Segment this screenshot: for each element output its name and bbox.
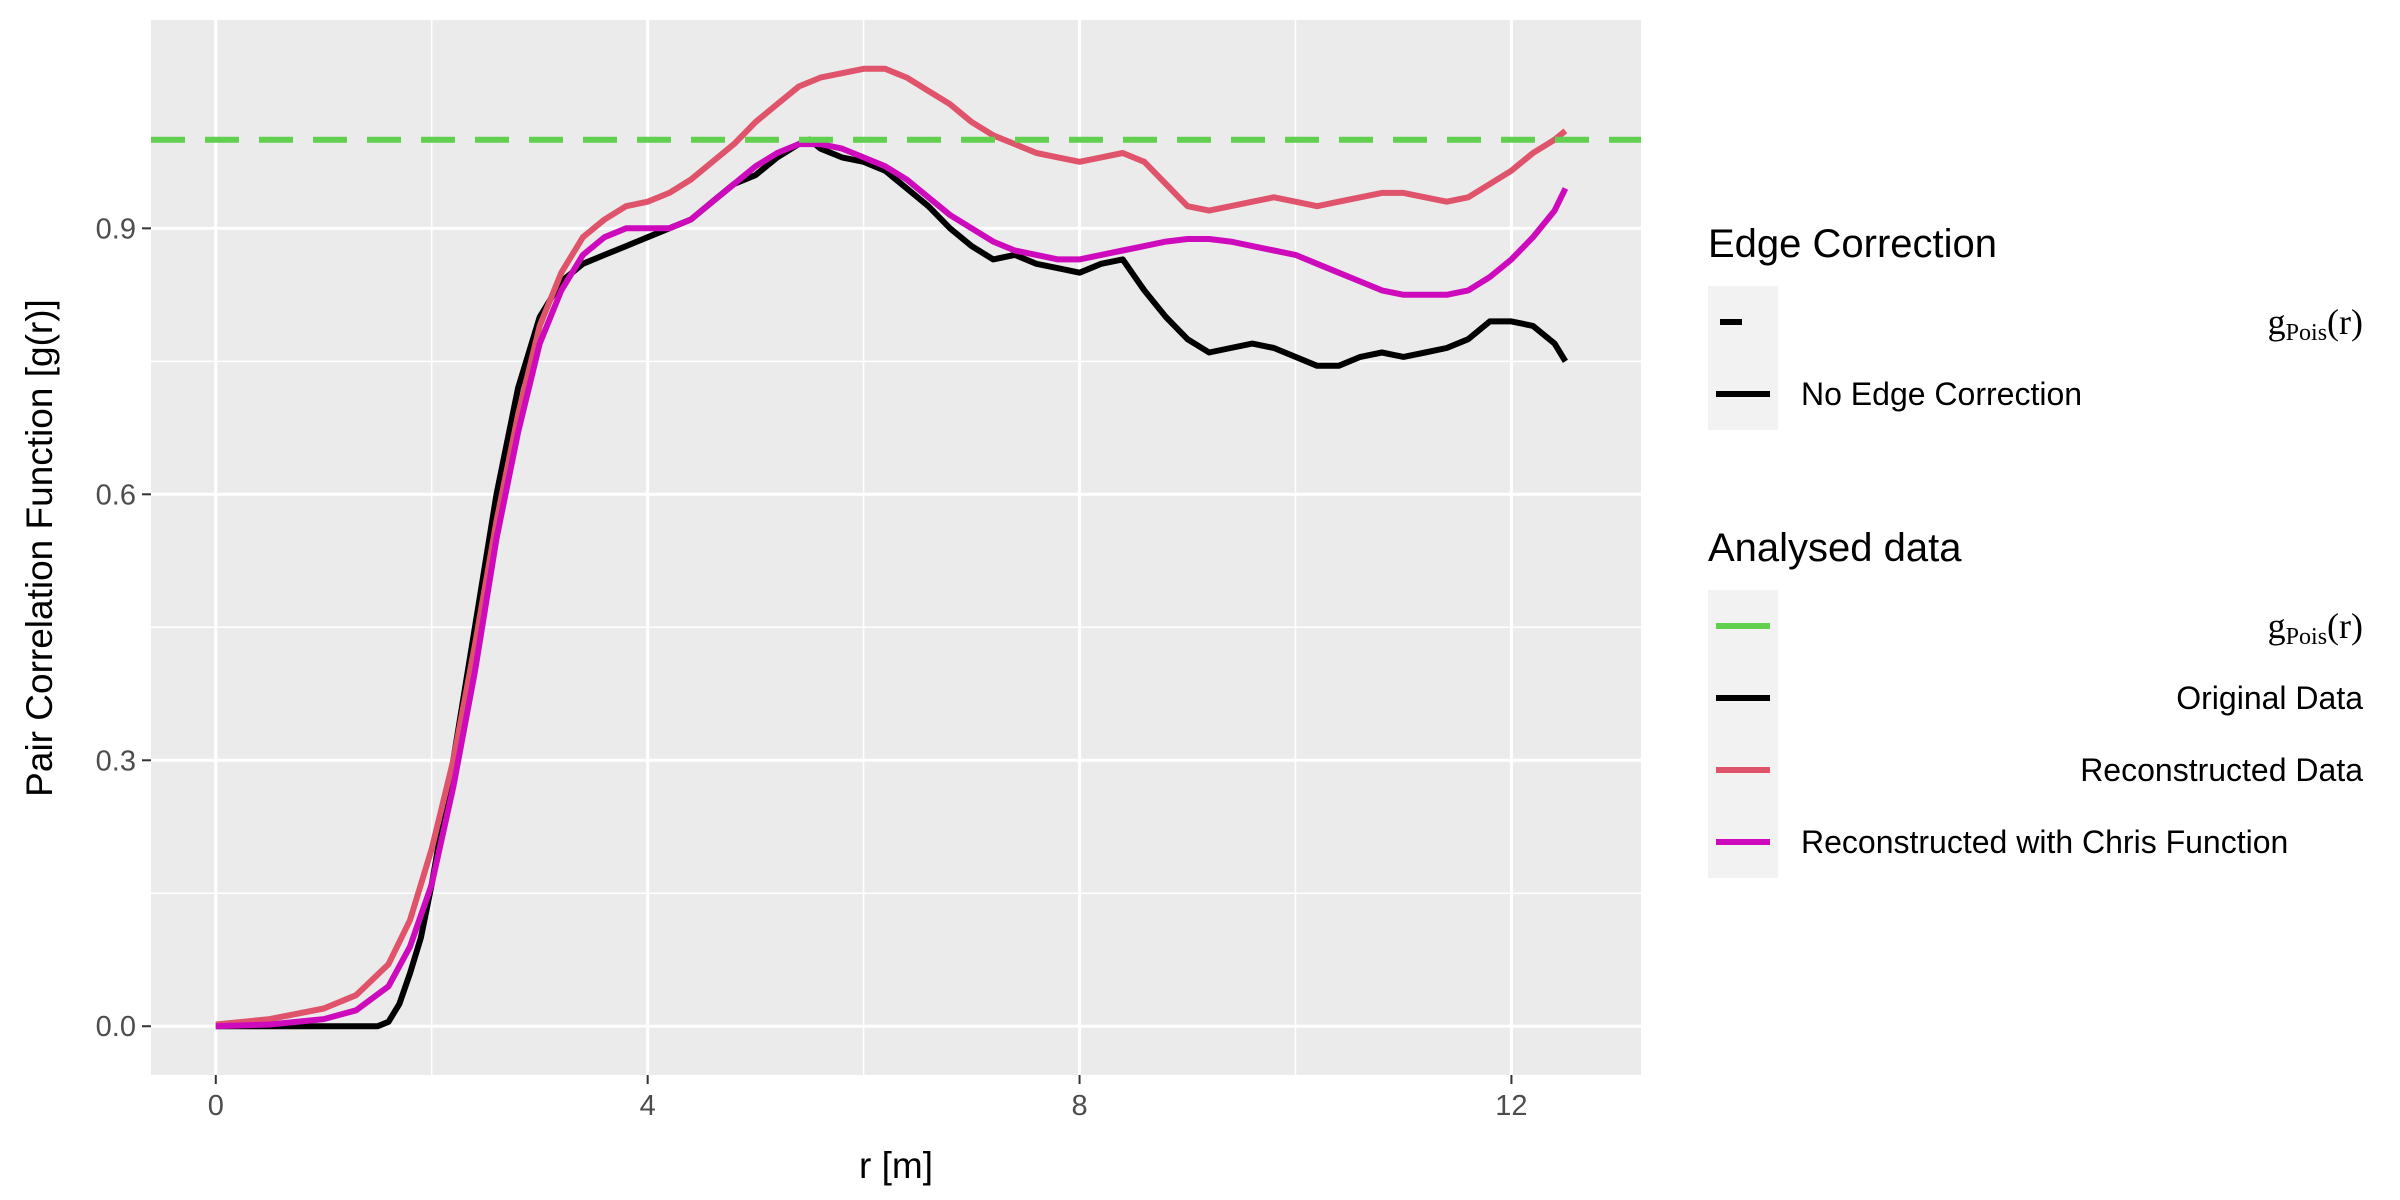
major-gridlines (151, 20, 1641, 1075)
legend-key-background (1708, 286, 1778, 358)
x-tick-label: 8 (1071, 1090, 1087, 1122)
series-line-original-data (215, 136, 1568, 1030)
y-tick-label: 0.9 (96, 213, 136, 245)
legend-label: Original Data (2176, 680, 2363, 716)
x-tick-label: 4 (640, 1090, 656, 1122)
legend-label: gPois(r) (2268, 302, 2363, 346)
x-axis-ticks: 0 4 8 12 (208, 1075, 1528, 1122)
series-line-reconstructed-with-chris-function (215, 141, 1569, 1030)
legend-label: No Edge Correction (1801, 376, 2082, 412)
y-axis-ticks: 0.0 0.3 0.6 0.9 (96, 213, 151, 1043)
x-tick-label: 0 (208, 1090, 224, 1122)
x-axis-title: r [m] (859, 1145, 933, 1186)
y-tick-label: 0.6 (96, 479, 136, 511)
legend-label: gPois(r) (2268, 606, 2363, 650)
legend-title-edge-correction: Edge Correction (1708, 222, 1997, 266)
legend-label: Reconstructed with Chris Function (1801, 824, 2288, 860)
y-tick-label: 0.3 (96, 745, 136, 777)
minor-gridlines (151, 20, 1641, 1075)
x-tick-label: 12 (1495, 1090, 1527, 1122)
y-axis-title: Pair Correlation Function [g(r)] (19, 299, 60, 797)
legend: Edge Correction gPois(r) No Edge Correctio… (1708, 222, 2363, 878)
legend-label: Reconstructed Data (2080, 752, 2363, 788)
series-line-reconstructed-data (215, 65, 1568, 1028)
legend-title-analysed-data: Analysed data (1708, 526, 1962, 570)
series-layer (151, 65, 1641, 1030)
y-tick-label: 0.0 (96, 1011, 136, 1043)
